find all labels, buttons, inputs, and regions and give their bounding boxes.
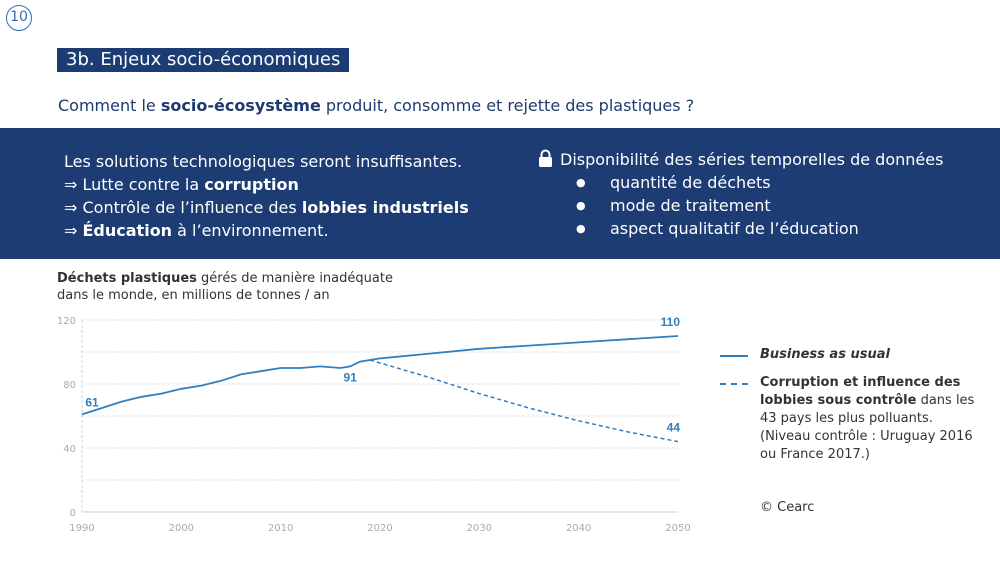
solution-prefix: ⇒ Contrôle de l’influence des (64, 198, 302, 217)
question-end: produit, consomme et rejette des plastiq… (320, 96, 695, 115)
x-tick-label: 2030 (467, 523, 492, 534)
solutions-intro: Les solutions technologiques seront insu… (64, 152, 463, 171)
legend-item-bau: Business as usual (720, 346, 980, 364)
solution-keyword: Éducation (82, 221, 173, 240)
x-tick-label: 2050 (665, 523, 690, 534)
solution-keyword: corruption (204, 175, 299, 194)
question-keyword: socio-écosystème (160, 96, 321, 115)
chart-title-rest: gérés de manière inadéquate (196, 271, 393, 286)
data-bullets: quantité de déchets mode de traitement a… (538, 171, 943, 240)
solution-education: ⇒ Éducation à l’environnement. (64, 219, 469, 242)
legend-label-rest: dans les 43 pays les plus polluants. (Ni… (760, 393, 975, 462)
data-label: 91 (344, 370, 358, 384)
lock-icon (539, 149, 552, 167)
y-tick-label: 80 (63, 380, 76, 391)
x-tick-label: 1990 (69, 523, 94, 534)
solution-prefix: ⇒ Lutte contre la (64, 175, 205, 194)
chart-ticks: 0 40 80 120 1990 2000 2010 2020 2030 2040 2050 (57, 316, 691, 534)
data-availability-label: Disponibilité des séries temporelles de … (560, 150, 944, 169)
solution-lobbies: ⇒ Contrôle de l’influence des lobbies in… (64, 196, 469, 219)
dashed-line-swatch (720, 383, 748, 385)
solution-suffix: à l’environnement. (172, 221, 329, 240)
chart-title-line2: dans le monde, en millions de tonnes / a… (57, 288, 330, 303)
legend-item-control: Corruption et influence des lobbies sous… (720, 374, 980, 464)
x-tick-label: 2040 (566, 523, 591, 534)
data-label: 110 (661, 315, 681, 329)
solid-line-swatch (720, 355, 748, 357)
data-label: 44 (667, 421, 681, 435)
chart-series (81, 335, 679, 443)
y-tick-label: 120 (57, 316, 76, 327)
info-band: Les solutions technologiques seront insu… (0, 128, 1000, 259)
legend-label: Business as usual (760, 347, 890, 362)
legend-label-bold: Corruption et influence des lobbies sous… (760, 375, 961, 408)
bullet-item: mode de traitement (538, 194, 943, 217)
series-line-control (369, 359, 679, 443)
question: Comment le socio-écosystème produit, con… (58, 96, 694, 115)
chart-annotations: 61 91 110 44 (85, 315, 680, 435)
line-chart: 0 40 80 120 1990 2000 2010 2020 2030 2040 2050 61 9… (57, 315, 691, 534)
series-line-bau (81, 335, 679, 416)
bullet-item: aspect qualitatif de l’éducation (538, 217, 943, 240)
data-label: 61 (85, 395, 99, 409)
chart-legend: Business as usual Corruption et influenc… (720, 346, 980, 474)
y-tick-label: 0 (70, 508, 76, 519)
chart-title-bold: Déchets plastiques (57, 271, 197, 286)
chart-title-line1: Déchets plastiques gérés de manière inad… (57, 270, 393, 287)
section-title: 3b. Enjeux socio-économiques (57, 48, 350, 72)
data-availability-title: Disponibilité des séries temporelles de … (538, 148, 943, 171)
x-tick-label: 2000 (169, 523, 194, 534)
x-tick-label: 2020 (367, 523, 392, 534)
chart-grid (81, 319, 678, 513)
question-start: Comment le (58, 96, 161, 115)
page-number: 10 (6, 5, 32, 31)
data-availability: Disponibilité des séries temporelles de … (538, 148, 943, 240)
solution-corruption: ⇒ Lutte contre la corruption (64, 173, 469, 196)
solution-prefix: ⇒ (64, 221, 83, 240)
y-tick-label: 40 (63, 444, 76, 455)
solution-keyword: lobbies industriels (301, 198, 469, 217)
x-tick-label: 2010 (268, 523, 293, 534)
bullet-item: quantité de déchets (538, 171, 943, 194)
solutions-list: Les solutions technologiques seront insu… (64, 150, 469, 242)
copyright: © Cearc (760, 500, 815, 515)
chart-title: Déchets plastiques gérés de manière inad… (57, 270, 393, 304)
